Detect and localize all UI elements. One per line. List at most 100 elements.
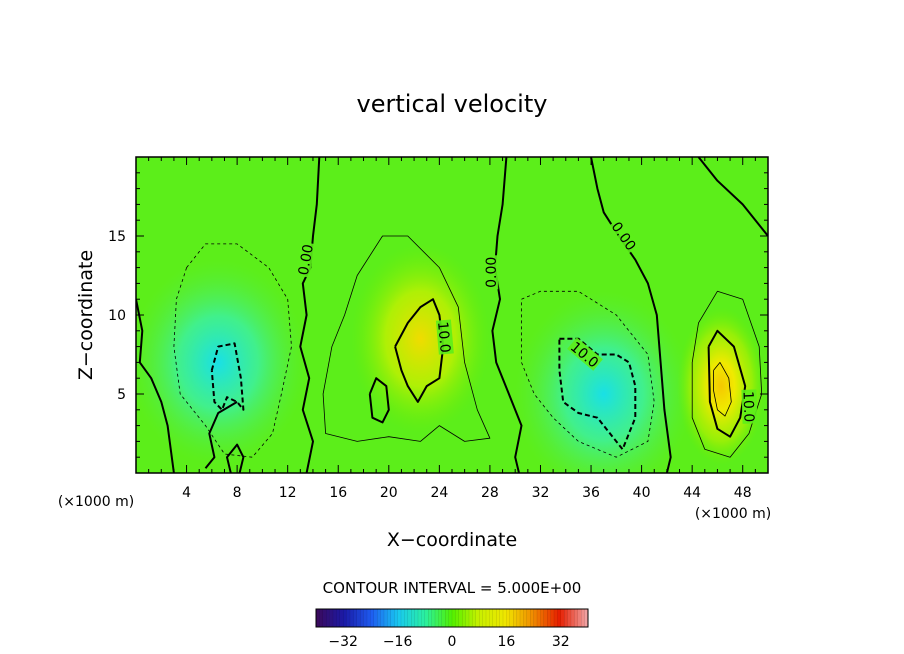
colorbar-cell [383, 608, 388, 628]
contour-label: 0.00 [483, 255, 500, 290]
colorbar-cell [377, 608, 382, 628]
colorbar-cell [404, 608, 409, 628]
colorbar-cell [434, 608, 439, 628]
colorbar-cell [516, 608, 521, 628]
x-tick-label: 28 [481, 485, 499, 501]
x-tick-label: 8 [233, 485, 242, 501]
colorbar-cell [363, 608, 368, 628]
colorbar-cell [458, 608, 463, 628]
colorbar-cell [513, 608, 518, 628]
colorbar-cell [479, 608, 484, 628]
colorbar-cell [421, 608, 426, 628]
colorbar-cell [445, 608, 450, 628]
colorbar-cell [553, 608, 558, 628]
colorbar-cell [492, 608, 497, 628]
colorbar-cell [329, 608, 334, 628]
colorbar-cell [564, 608, 569, 628]
colorbar-cell [424, 608, 429, 628]
contour-zero [204, 401, 238, 469]
colorbar-cell [499, 608, 504, 628]
contour-10 [368, 377, 390, 424]
contour-neg10 [558, 337, 637, 451]
x-axis-label: X−coordinate [387, 529, 517, 551]
colorbar-cell [339, 608, 344, 628]
colorbar-cell [390, 608, 395, 628]
y-axis: 5 10 15 [108, 172, 768, 458]
colorbar-cell [397, 608, 402, 628]
colorbar-cell [570, 608, 575, 628]
contour-zero [491, 157, 523, 473]
contour-5 [322, 235, 491, 442]
colorbar-cell [567, 608, 572, 628]
x-unit-left: (×1000 m) [58, 494, 134, 510]
colorbar-cell [506, 608, 511, 628]
x-tick-label: 36 [582, 485, 600, 501]
colorbar-cell [370, 608, 375, 628]
colorbar [315, 608, 589, 628]
colorbar-cell [387, 608, 392, 628]
colorbar-cell [414, 608, 419, 628]
colorbar-cell [417, 608, 422, 628]
colorbar-cell [509, 608, 514, 628]
colorbar-cell [343, 608, 348, 628]
colorbar-cell [526, 608, 531, 628]
contour-10 [707, 329, 747, 438]
contour-label: 10.0 [739, 389, 758, 424]
colorbar-tick-label: 16 [497, 634, 515, 650]
colorbar-cell [366, 608, 371, 628]
colorbar-cell [560, 608, 565, 628]
colorbar-cell [533, 608, 538, 628]
colorbar-cell [428, 608, 433, 628]
x-axis: 4 8 12 16 20 24 28 32 36 40 44 48 [148, 157, 756, 501]
colorbar-cell [332, 608, 337, 628]
svg-text:0.00: 0.00 [296, 243, 317, 276]
colorbar-cell [475, 608, 480, 628]
colorbar-cell [482, 608, 487, 628]
colorbar-cell [353, 608, 358, 628]
colorbar-cell [455, 608, 460, 628]
contour-neg10 [210, 342, 245, 411]
colorbar-cell [485, 608, 490, 628]
colorbar-cell [373, 608, 378, 628]
contour-label: 10.0 [434, 319, 454, 355]
colorbar-cell [557, 608, 562, 628]
contour-label: 0.00 [294, 241, 317, 278]
colorbar-cell [543, 608, 548, 628]
colorbar-cell [349, 608, 354, 628]
field-blob-downdraft [136, 259, 307, 466]
contour-20 [713, 362, 732, 417]
x-tick-label: 32 [532, 485, 550, 501]
colorbar-cell [356, 608, 361, 628]
colorbar-cell [577, 608, 582, 628]
x-tick-label: 44 [683, 485, 701, 501]
colorbar-cell [360, 608, 365, 628]
colorbar-cell [496, 608, 501, 628]
colorbar-cell [380, 608, 385, 628]
colorbar-cell [472, 608, 477, 628]
y-tick-label: 10 [108, 308, 126, 324]
colorbar-cell [336, 608, 341, 628]
contour-10 [394, 298, 445, 403]
colorbar-cell [462, 608, 467, 628]
colorbar-cell [540, 608, 545, 628]
colorbar-cell [536, 608, 541, 628]
x-tick-label: 16 [329, 485, 347, 501]
colorbar-cell [411, 608, 416, 628]
colorbar-cell [448, 608, 453, 628]
chart-title: vertical velocity [357, 90, 548, 118]
field-blob-downdraft [515, 291, 693, 473]
field-blob-updraft [676, 307, 766, 466]
x-tick-label: 40 [633, 485, 651, 501]
field-blobs [136, 243, 766, 473]
colorbar-cell [523, 608, 528, 628]
x-tick-label: 24 [430, 485, 448, 501]
contour-zero [299, 157, 321, 473]
colorbar-cell [547, 608, 552, 628]
contour-interval-text: CONTOUR INTERVAL = 5.000E+00 [323, 579, 582, 597]
colorbar-tick-label: −32 [328, 634, 358, 650]
x-unit-right: (×1000 m) [695, 506, 771, 522]
svg-text:10.0: 10.0 [739, 391, 756, 423]
x-tick-label: 4 [182, 485, 191, 501]
colorbar-cell [451, 608, 456, 628]
